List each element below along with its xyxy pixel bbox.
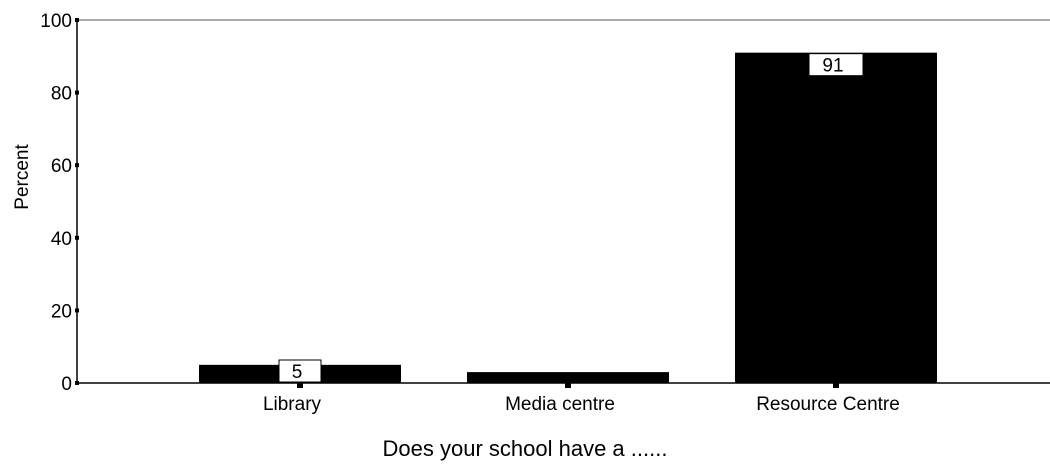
x-axis: Library Media centre Resource Centre bbox=[77, 382, 1050, 415]
y-tick-label: 80 bbox=[51, 84, 72, 105]
y-axis-label: Percent bbox=[12, 144, 33, 210]
bars bbox=[199, 52, 937, 384]
data-labels: 5 91 bbox=[278, 53, 864, 383]
y-tick-mark bbox=[75, 163, 79, 168]
y-tick-label: 100 bbox=[40, 11, 72, 32]
data-label-box bbox=[278, 359, 322, 383]
x-tick-label: Media centre bbox=[505, 394, 615, 415]
y-tick-mark bbox=[75, 90, 79, 95]
y-tick-label: 40 bbox=[51, 229, 72, 250]
x-tick-label: Resource Centre bbox=[756, 394, 900, 415]
data-label-box bbox=[808, 53, 864, 77]
y-tick-mark bbox=[75, 18, 79, 22]
y-tick-label: 60 bbox=[51, 156, 72, 177]
y-tick-mark bbox=[75, 235, 79, 240]
bar bbox=[735, 52, 937, 384]
x-tick-label: Library bbox=[263, 394, 322, 415]
data-label: 5 bbox=[292, 362, 303, 383]
x-tick-mark bbox=[565, 382, 571, 388]
y-tick-label: 0 bbox=[61, 374, 72, 395]
data-label: 91 bbox=[822, 56, 843, 77]
x-tick-mark bbox=[833, 382, 839, 388]
y-tick-mark bbox=[75, 308, 79, 313]
bar bbox=[467, 372, 669, 383]
y-tick-label: 20 bbox=[51, 301, 72, 322]
x-tick-mark bbox=[297, 382, 303, 388]
x-axis-label: Does your school have a ...... bbox=[383, 436, 668, 461]
y-axis: 0 20 40 60 80 100 bbox=[40, 11, 79, 395]
